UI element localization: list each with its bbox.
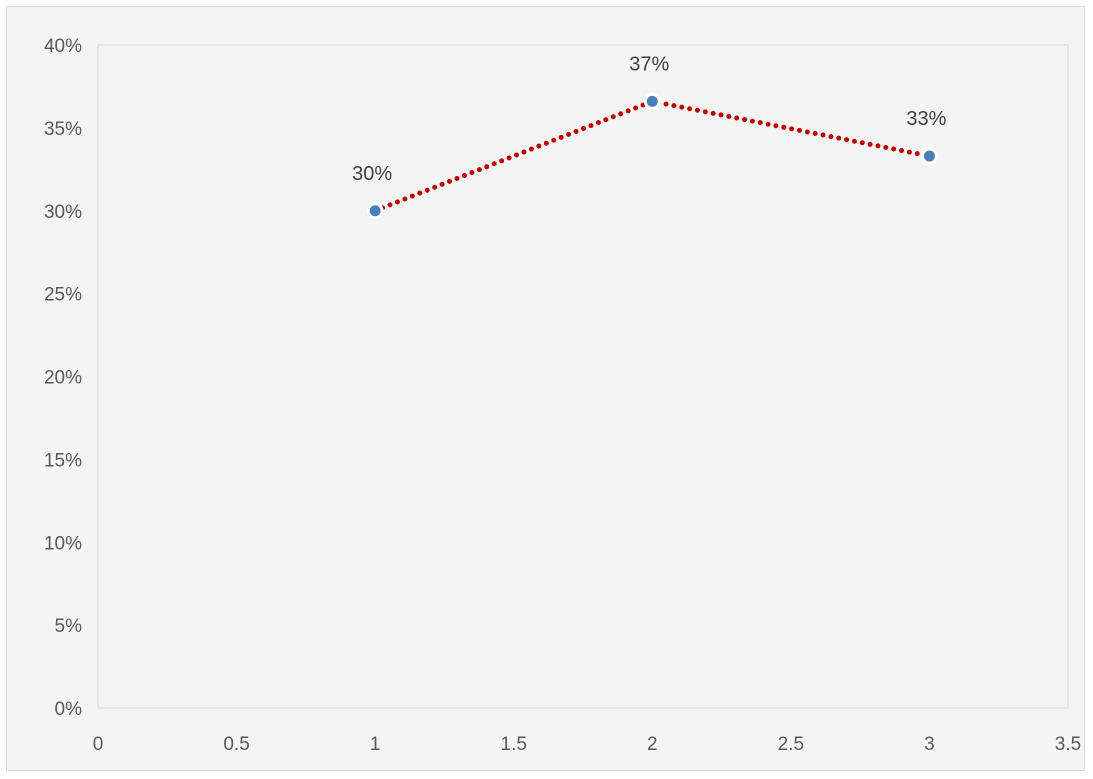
plot-area — [97, 44, 1069, 709]
y-tick-label: 5% — [55, 616, 83, 637]
y-tick-label: 30% — [44, 202, 82, 223]
x-tick-label: 1.5 — [501, 734, 527, 755]
data-point — [366, 202, 384, 220]
x-tick-label: 2 — [647, 734, 658, 755]
y-tick-label: 40% — [44, 36, 82, 57]
series-line — [372, 98, 932, 214]
x-tick-label: 1 — [370, 734, 381, 755]
y-tick-label: 25% — [44, 285, 82, 306]
x-tick-label: 0 — [93, 734, 104, 755]
data-point — [643, 92, 661, 110]
data-point — [920, 147, 938, 165]
y-tick-label: 20% — [44, 368, 82, 389]
series-1: 30% 37% 33% — [352, 53, 947, 220]
data-label: 33% — [906, 108, 946, 130]
y-tick-label: 0% — [55, 699, 83, 720]
x-tick-label: 2.5 — [778, 734, 804, 755]
y-tick-label: 10% — [44, 533, 82, 554]
chart-area — [6, 6, 1085, 771]
y-tick-label: 15% — [44, 450, 82, 471]
x-axis-tick-labels: 0 0.5 1 1.5 2 2.5 3 3.5 — [93, 734, 1082, 755]
x-tick-label: 3 — [924, 734, 935, 755]
y-axis-tick-labels: 0% 5% 10% 15% 20% 25% 30% 35% 40% — [44, 36, 82, 720]
x-tick-label: 0.5 — [223, 734, 249, 755]
x-tick-label: 3.5 — [1055, 734, 1081, 755]
data-label: 30% — [352, 163, 392, 185]
data-label: 37% — [629, 53, 669, 75]
y-tick-label: 35% — [44, 119, 82, 140]
